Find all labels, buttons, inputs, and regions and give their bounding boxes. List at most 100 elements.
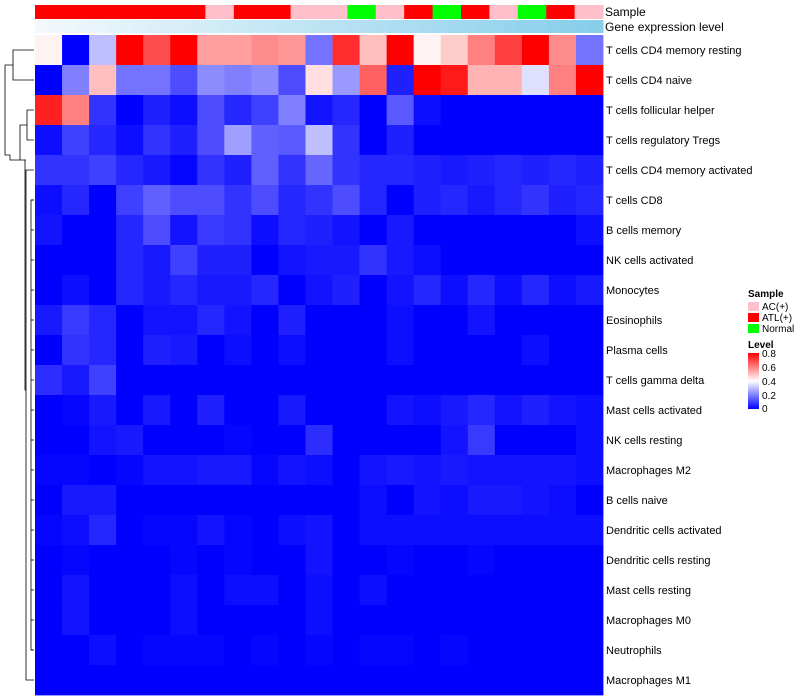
heatmap-cell (170, 515, 198, 546)
sample-annotation-cell (319, 5, 348, 19)
heatmap-cell (548, 185, 577, 216)
heatmap-cell (278, 545, 306, 576)
sample-annotation-cell (461, 5, 490, 19)
heatmap-cell (440, 665, 469, 696)
heatmap-cell (332, 455, 360, 486)
heatmap-cell (359, 515, 388, 546)
heatmap-cell (440, 635, 469, 666)
heatmap-cell (305, 515, 333, 546)
heatmap-cell (305, 395, 333, 426)
heatmap-cell (89, 125, 117, 156)
heatmap-cell (359, 215, 388, 246)
heatmap-cell (548, 125, 577, 156)
heatmap-cell (62, 665, 90, 696)
heatmap-cell (143, 305, 171, 336)
heatmap-cell (305, 485, 333, 516)
heatmap-cell (251, 605, 279, 636)
heatmap-cell (35, 335, 63, 366)
row-label: Dendritic cells resting (606, 555, 711, 567)
heatmap-cell (413, 575, 442, 606)
heatmap-cell (35, 365, 63, 396)
expression-annotation-segment (205, 20, 221, 33)
heatmap-cell (35, 305, 63, 336)
heatmap-cell (35, 95, 63, 126)
heatmap-cell (89, 365, 117, 396)
row-label: B cells memory (606, 225, 682, 237)
heatmap-cell (305, 215, 333, 246)
heatmap-cell (197, 515, 225, 546)
heatmap-cell (170, 275, 198, 306)
heatmap-cell (170, 185, 198, 216)
heatmap-cell (548, 395, 577, 426)
heatmap-cell (386, 65, 415, 96)
heatmap-cell (359, 545, 388, 576)
heatmap-cell (170, 395, 198, 426)
heatmap-cell (386, 575, 415, 606)
heatmap-cell (548, 35, 577, 66)
heatmap-cell (89, 575, 117, 606)
heatmap-cell (521, 125, 550, 156)
expression-annotation-segment (290, 20, 306, 33)
heatmap-cell (251, 245, 279, 276)
heatmap-cell (35, 65, 63, 96)
heatmap-cell (575, 485, 604, 516)
dendrogram-branch (26, 109, 34, 141)
heatmap-cell (116, 245, 144, 276)
expression-annotation-segment (517, 20, 533, 33)
heatmap-cell (440, 425, 469, 456)
heatmap-cell (494, 155, 523, 186)
dendrogram-branch (30, 199, 34, 651)
expression-annotation-segment (475, 20, 490, 33)
heatmap-cell (305, 155, 333, 186)
heatmap-cell (89, 425, 117, 456)
heatmap-cell (170, 65, 198, 96)
heatmap-cell (224, 155, 252, 186)
expression-annotation-segment (489, 20, 505, 33)
heatmap-cell (224, 185, 252, 216)
heatmap-cell (278, 665, 306, 696)
heatmap-cell (197, 575, 225, 606)
heatmap-cell (494, 665, 523, 696)
dendrogram-branch (19, 124, 27, 161)
expression-annotation-segment (233, 20, 249, 33)
sample-annotation-cell (375, 5, 405, 19)
heatmap-cell (224, 605, 252, 636)
heatmap-cell (62, 95, 90, 126)
heatmap-cell (170, 545, 198, 576)
heatmap-cell (170, 605, 198, 636)
heatmap-cell (413, 305, 442, 336)
heatmap-cell (386, 95, 415, 126)
expression-annotation-segment (91, 20, 107, 33)
heatmap-cell (62, 545, 90, 576)
heatmap-cell (494, 95, 523, 126)
heatmap-cell (143, 275, 171, 306)
heatmap-cell (116, 455, 144, 486)
expression-annotation-segment (276, 20, 292, 33)
heatmap-cell (413, 65, 442, 96)
heatmap-cell (170, 125, 198, 156)
heatmap-cell (170, 335, 198, 366)
heatmap-cell (116, 155, 144, 186)
heatmap-cell (278, 365, 306, 396)
heatmap-cell (413, 125, 442, 156)
row-label: T cells regulatory Tregs (606, 135, 721, 147)
heatmap-cell (278, 185, 306, 216)
heatmap-cell (548, 665, 577, 696)
heatmap-cell (170, 305, 198, 336)
heatmap-cell (278, 605, 306, 636)
heatmap-cell (143, 335, 171, 366)
dendrogram-branch (9, 155, 20, 161)
heatmap-cell (143, 485, 171, 516)
heatmap-cell (116, 515, 144, 546)
heatmap-cell (548, 245, 577, 276)
heatmap-cell (35, 215, 63, 246)
expression-annotation-label: Gene expression level (605, 20, 724, 34)
heatmap-cell (35, 635, 63, 666)
heatmap-cell (62, 275, 90, 306)
heatmap-cell (197, 335, 225, 366)
heatmap-cell (278, 95, 306, 126)
heatmap-cell (278, 485, 306, 516)
sample-annotation-cell (91, 5, 121, 19)
expression-annotation-segment (63, 20, 79, 33)
row-label: Macrophages M1 (606, 675, 691, 687)
